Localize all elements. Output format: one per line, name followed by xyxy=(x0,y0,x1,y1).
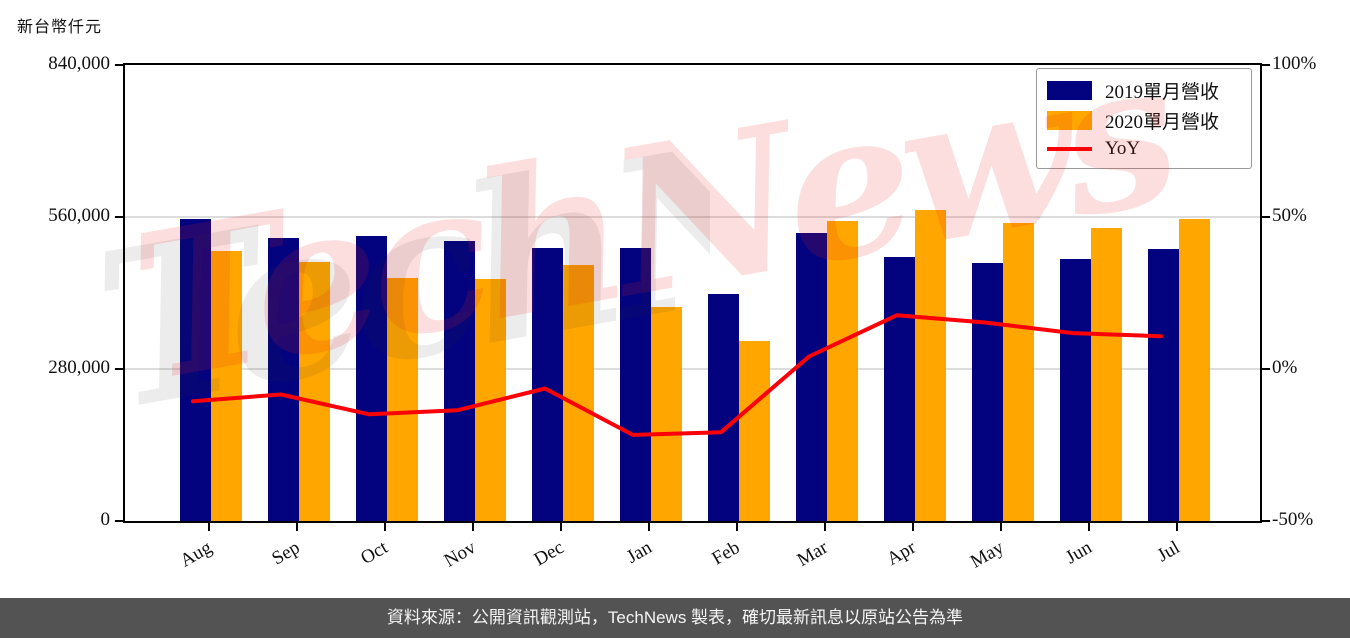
legend-label-yoy: YoY xyxy=(1105,138,1141,160)
bar-2020-jun xyxy=(1090,228,1122,521)
bar-2020-apr xyxy=(914,209,946,521)
x-label-feb: Feb xyxy=(707,537,743,570)
bar-2019-nov xyxy=(443,240,475,521)
bar-2019-may xyxy=(971,262,1003,521)
bar-2019-apr xyxy=(883,256,915,521)
bar-2019-feb xyxy=(707,293,739,521)
bar-2019-mar xyxy=(795,232,827,521)
yoy-line xyxy=(191,313,1163,437)
bar-2020-jan xyxy=(650,307,682,521)
y-right-label-50: 50% xyxy=(1272,205,1307,226)
y-right-label-0: 0% xyxy=(1272,357,1298,378)
x-tick-oct xyxy=(383,523,386,531)
bar-2020-mar xyxy=(826,220,858,521)
gridline-280000 xyxy=(125,368,1260,370)
bar-2019-jan xyxy=(619,247,651,521)
x-label-aug: Aug xyxy=(176,537,215,572)
x-label-may: May xyxy=(966,537,1007,573)
y-left-tick-560000 xyxy=(115,216,123,218)
x-tick-sep xyxy=(295,523,298,531)
legend-swatch-2019 xyxy=(1047,80,1092,100)
legend-item-2019: 2019單月營收 xyxy=(1047,77,1241,104)
x-tick-aug xyxy=(207,523,210,531)
bars-layer xyxy=(125,65,1260,521)
left-axis-unit-title: 新台幣仟元 xyxy=(17,19,103,36)
legend: 2019單月營收 2020單月營收 YoY xyxy=(1036,68,1252,169)
x-tick-nov xyxy=(471,523,474,531)
y-right-tick--50 xyxy=(1262,520,1270,522)
bar-2019-jun xyxy=(1059,259,1091,521)
bar-2019-jul xyxy=(1147,248,1179,521)
y-left-tick-0 xyxy=(115,520,123,522)
x-tick-mar xyxy=(823,523,826,531)
bar-2020-feb xyxy=(738,340,770,521)
y-left-label-0: 0 xyxy=(100,509,111,530)
y-left-label-280000: 280,000 xyxy=(48,357,110,378)
x-label-sep: Sep xyxy=(267,537,303,570)
bar-2020-dec xyxy=(562,265,594,521)
y-right-tick-50 xyxy=(1262,216,1270,218)
yoy-line-layer xyxy=(191,313,1163,437)
legend-label-2020: 2020單月營收 xyxy=(1105,112,1220,134)
x-tick-dec xyxy=(559,523,562,531)
x-label-oct: Oct xyxy=(356,537,391,569)
legend-label-2019: 2019單月營收 xyxy=(1105,81,1220,103)
x-label-apr: Apr xyxy=(882,537,919,570)
x-tick-feb xyxy=(735,523,738,531)
bar-2019-aug xyxy=(179,218,211,521)
x-tick-jun xyxy=(1087,523,1090,531)
y-left-tick-840000 xyxy=(115,64,123,66)
x-label-jan: Jan xyxy=(622,537,655,568)
y-right-label-100: 100% xyxy=(1272,53,1317,74)
y-left-label-840000: 840,000 xyxy=(48,53,110,74)
legend-item-yoy: YoY xyxy=(1047,138,1241,160)
bar-2019-sep xyxy=(267,237,299,521)
x-label-jun: Jun xyxy=(1061,537,1095,569)
bar-2019-oct xyxy=(355,236,387,521)
y-left-label-560000: 560,000 xyxy=(48,205,110,226)
bar-2020-oct xyxy=(386,278,418,521)
legend-item-2020: 2020單月營收 xyxy=(1047,107,1241,134)
x-label-jul: Jul xyxy=(1153,537,1183,567)
bar-2020-aug xyxy=(210,250,242,521)
legend-line-swatch-yoy xyxy=(1047,147,1092,152)
legend-swatch-2020 xyxy=(1047,111,1092,131)
x-label-nov: Nov xyxy=(440,537,479,572)
bar-2019-dec xyxy=(531,247,563,521)
gridline-560000 xyxy=(125,215,1260,218)
footer-source-bar: 資料來源：公開資訊觀測站，TechNews 製表，確切最新訊息以原站公告為準 xyxy=(0,598,1350,638)
y-right-tick-0 xyxy=(1262,368,1270,370)
x-tick-apr xyxy=(911,523,914,531)
x-tick-may xyxy=(999,523,1002,531)
x-tick-jan xyxy=(647,523,650,531)
bar-2020-may xyxy=(1002,222,1034,521)
bar-2020-sep xyxy=(298,261,330,521)
y-right-tick-100 xyxy=(1262,64,1270,66)
bar-2020-jul xyxy=(1178,219,1210,521)
y-right-label--50: -50% xyxy=(1272,509,1314,530)
x-tick-jul xyxy=(1175,523,1178,531)
y-left-tick-280000 xyxy=(115,368,123,370)
x-label-dec: Dec xyxy=(530,537,567,571)
x-label-mar: Mar xyxy=(793,537,831,572)
